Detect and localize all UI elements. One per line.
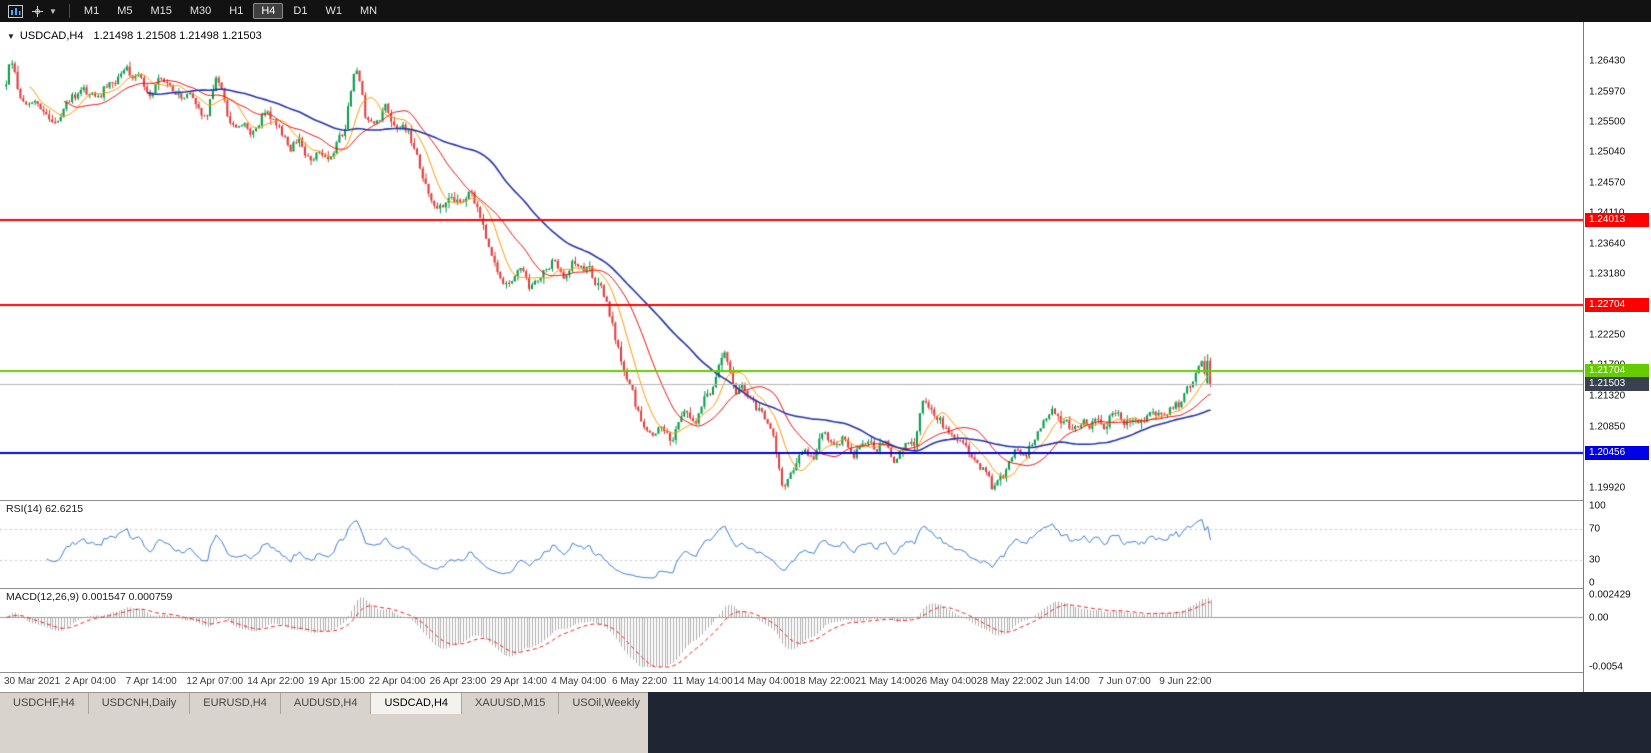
chart-window-glyph (7, 4, 23, 18)
time-axis-label: 7 Jun 07:00 (1098, 676, 1151, 687)
timeframe-button-h1[interactable]: H1 (229, 5, 244, 17)
timeframe-button-h4[interactable]: H4 (253, 3, 284, 19)
hline-price-label: 1.24013 (1585, 212, 1649, 227)
timeframe-buttons: M1 M5 M15 M30 H1 H4 D1 W1 MN (76, 3, 385, 19)
tab-audusd-h4[interactable]: AUDUSD,H4 (280, 693, 372, 714)
tab-eurusd-h4[interactable]: EURUSD,H4 (190, 693, 281, 714)
timeframe-button-m30[interactable]: M30 (189, 5, 212, 17)
price-axis-label: 1.25500 (1589, 116, 1626, 128)
tab-usdcad-h4[interactable]: USDCAD,H4 (371, 693, 463, 714)
macd-axis-label: 0.002429 (1589, 589, 1631, 601)
price-axis-label: 1.22250 (1589, 329, 1626, 341)
time-axis-label: 18 May 22:00 (794, 676, 855, 687)
tab-usdcnh-daily[interactable]: USDCNH,Daily (88, 693, 191, 714)
crosshair-glyph (31, 5, 43, 17)
time-axis-label: 4 May 04:00 (551, 676, 607, 687)
macd-axis-label: -0.0054 (1589, 661, 1623, 673)
time-axis-label: 9 Jun 22:00 (1159, 676, 1212, 687)
tab-usoil-weekly[interactable]: USOil,Weekly (559, 693, 654, 714)
price-axis-label: 1.20850 (1589, 421, 1626, 433)
time-axis-label: 26 May 04:00 (916, 676, 977, 687)
time-axis-label: 29 Apr 14:00 (490, 676, 548, 687)
toolbar-separator (68, 4, 70, 18)
rsi-axis-label: 30 (1589, 554, 1601, 566)
time-axis-label: 14 Apr 22:00 (247, 676, 304, 687)
price-axis-label: 1.24570 (1589, 177, 1626, 189)
time-axis-label: 6 May 22:00 (612, 676, 668, 687)
time-axis-label: 19 Apr 15:00 (308, 676, 365, 687)
hline-price-label: 1.21704 (1585, 363, 1649, 378)
rsi-panel-canvas[interactable] (0, 501, 1583, 588)
time-axis-label: 28 May 22:00 (976, 676, 1038, 687)
rsi-axis-label: 70 (1589, 523, 1601, 535)
time-axis-label: 14 May 04:00 (733, 676, 795, 687)
macd-axis-label: 0.00 (1589, 612, 1609, 623)
time-axis-label: 2 Apr 04:00 (64, 676, 116, 687)
crosshair-tool-icon[interactable] (27, 2, 47, 20)
panel-separator[interactable] (0, 500, 1651, 501)
price-axis-label: 1.23180 (1589, 268, 1626, 280)
time-axis-label: 11 May 14:00 (672, 676, 733, 687)
price-axis-label: 1.25970 (1589, 86, 1626, 98)
ohlc-values: 1.21498 1.21508 1.21498 1.21503 (93, 30, 262, 42)
time-axis-label: 22 Apr 04:00 (368, 676, 426, 687)
current-price-label: 1.21503 (1585, 377, 1649, 392)
macd-indicator-label: MACD(12,26,9) 0.001547 0.000759 (6, 591, 173, 603)
symbol-label: USDCAD,H4 (19, 30, 84, 42)
timeframe-button-m1[interactable]: M1 (83, 5, 100, 17)
hline-price-label: 1.22704 (1585, 298, 1649, 313)
timeframe-button-m15[interactable]: M15 (150, 5, 172, 17)
tabbar-filler (0, 714, 648, 753)
time-axis[interactable]: 30 Mar 2021 2 Apr 04:00 7 Apr 14:00 12 Apr … (0, 673, 1583, 692)
timeframe-button-m5[interactable]: M5 (117, 5, 133, 17)
timeframe-button-w1[interactable]: W1 (325, 5, 342, 17)
time-axis-label: 21 May 14:00 (855, 676, 916, 687)
time-axis-label: 2 Jun 14:00 (1037, 676, 1090, 687)
tab-xauusd-m15[interactable]: XAUUSD,M15 (462, 693, 560, 714)
panel-separator (0, 672, 1651, 673)
chart-title: ▼ USDCAD,H4 1.21498 1.21508 1.21498 1.2150… (7, 30, 262, 42)
price-axis-label: 1.26430 (1589, 55, 1626, 67)
time-axis-label: 7 Apr 14:00 (125, 676, 177, 687)
chart-tabs: USDCHF,H4 USDCNH,Daily EURUSD,H4 AUDUSD,H4 U… (0, 692, 654, 714)
toolbar: ▼ M1 M5 M15 M30 H1 H4 D1 W1 MN (0, 0, 1651, 22)
tab-usdchf-h4[interactable]: USDCHF,H4 (0, 693, 89, 714)
collapse-arrow-icon[interactable]: ▼ (7, 32, 15, 41)
rsi-axis-label: 0 (1589, 577, 1595, 589)
price-axis[interactable]: 1.264301.259701.255001.250401.245701.241… (1583, 22, 1651, 692)
price-axis-label: 1.23640 (1589, 238, 1626, 250)
time-axis-label: 26 Apr 23:00 (429, 676, 487, 687)
timeframe-button-mn[interactable]: MN (359, 5, 378, 17)
price-axis-label: 1.25040 (1589, 146, 1626, 158)
chart-window-icon[interactable] (5, 2, 25, 20)
price-chart-canvas[interactable] (0, 22, 1583, 500)
time-axis-label: 30 Mar 2021 (4, 676, 61, 687)
rsi-indicator-label: RSI(14) 62.6215 (6, 503, 84, 515)
window-background (648, 692, 1651, 753)
timeframe-button-d1[interactable]: D1 (293, 5, 308, 17)
macd-panel-canvas[interactable] (0, 589, 1583, 673)
price-axis-label: 1.21320 (1589, 390, 1626, 402)
price-axis-label: 1.19920 (1589, 482, 1626, 494)
chevron-down-icon[interactable]: ▼ (49, 6, 57, 16)
rsi-axis-label: 100 (1589, 500, 1606, 512)
hline-price-label: 1.20456 (1585, 445, 1649, 460)
panel-separator[interactable] (0, 588, 1651, 589)
time-axis-label: 12 Apr 07:00 (186, 676, 244, 687)
